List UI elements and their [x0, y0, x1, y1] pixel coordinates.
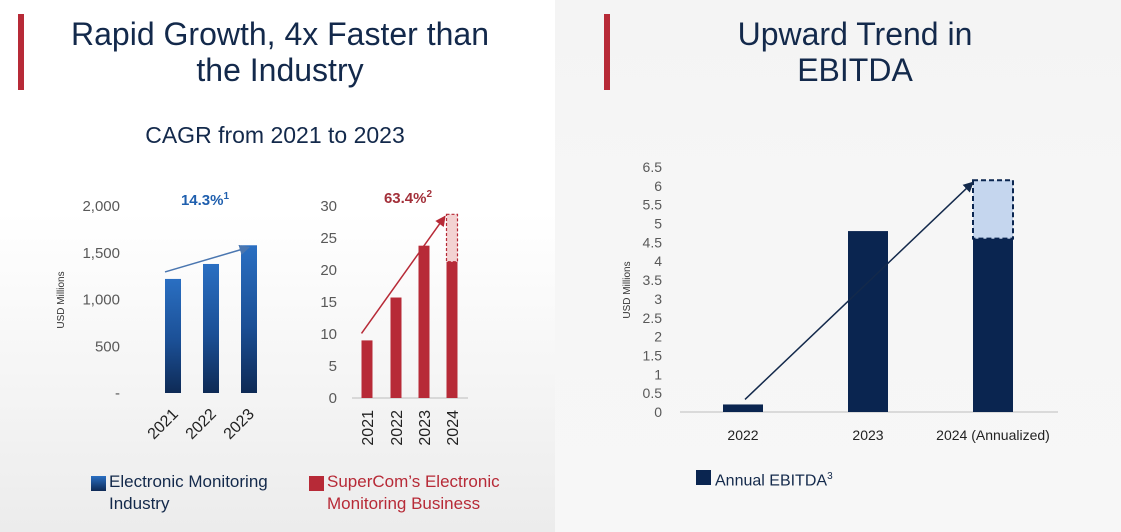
ebitda-y-tick-11: 5.5: [643, 197, 663, 213]
supercom-x-tick-3: 2024: [445, 410, 462, 446]
ebitda-bar-2023: [848, 231, 888, 412]
industry-bar-2023: [241, 245, 257, 393]
supercom-bar-2021: [361, 340, 373, 398]
supercom-y-tick-3: 15: [320, 294, 337, 311]
left-title-line1: Rapid Growth, 4x Faster than: [71, 16, 489, 52]
industry-y-tick-1: 500: [95, 338, 120, 355]
left-title-line2: the Industry: [196, 52, 364, 88]
supercom-y-tick-1: 5: [329, 358, 337, 375]
ebitda-x-tick-1: 2023: [852, 427, 883, 443]
ebitda-y-tick-4: 2: [654, 329, 662, 345]
industry-bar-2021: [165, 278, 181, 393]
industry-x-ticks: 2021 2022 2023: [145, 406, 258, 443]
industry-y-axis-label: USD Millions: [56, 271, 67, 328]
supercom-projected-bar-2024: [445, 213, 459, 263]
supercom-y-tick-0: 0: [329, 390, 337, 407]
ebitda-projected-bar-2024: [972, 179, 1014, 240]
supercom-legend-line1: SuperCom’s Electronic: [327, 472, 500, 491]
ebitda-y-ticks: 0 0.5 1 1.5 2 2.5 3 3.5 4 4.5 5 5.5 6 6.5: [643, 159, 663, 420]
industry-legend-line1: Electronic Monitoring: [109, 472, 268, 491]
supercom-bar-2024: [446, 261, 458, 398]
left-accent-bar: [18, 14, 24, 90]
supercom-bars: [361, 213, 459, 398]
right-accent-bar: [604, 14, 610, 90]
supercom-bar-2022: [390, 297, 402, 398]
supercom-x-tick-0: 2021: [360, 410, 377, 446]
ebitda-y-tick-12: 6: [654, 178, 662, 194]
supercom-y-tick-6: 30: [320, 198, 337, 215]
ebitda-y-tick-0: 0: [654, 404, 662, 420]
industry-bars: [165, 245, 257, 393]
ebitda-trend-arrow: [744, 181, 974, 401]
left-panel: [0, 0, 555, 532]
ebitda-y-axis-label: USD Millions: [622, 261, 633, 318]
right-title-line2: EBITDA: [797, 52, 913, 88]
ebitda-y-tick-2: 1: [654, 366, 662, 382]
industry-x-tick-0: 2021: [145, 406, 182, 443]
supercom-y-tick-5: 25: [320, 230, 337, 247]
ebitda-y-tick-10: 5: [654, 216, 662, 232]
supercom-y-tick-2: 10: [320, 326, 337, 343]
ebitda-y-tick-1: 0.5: [643, 385, 663, 401]
supercom-chart: 63.4%2 0 5 10 15 20 25 30 2021 2022 2023 2024: [320, 189, 468, 446]
supercom-trend-arrow: [360, 215, 446, 334]
supercom-legend: SuperCom’s Electronic Monitoring Busines…: [327, 471, 500, 515]
ebitda-legend-sup: 3: [827, 471, 833, 482]
left-subtitle: CAGR from 2021 to 2023: [145, 122, 405, 148]
supercom-legend-line2: Monitoring Business: [327, 494, 481, 513]
supercom-x-tick-1: 2022: [389, 410, 406, 446]
industry-cagr-label: 14.3%1: [181, 191, 230, 209]
industry-y-tick-2: 1,000: [82, 292, 120, 309]
ebitda-y-tick-7: 3.5: [643, 272, 663, 288]
ebitda-x-tick-0: 2022: [727, 427, 758, 443]
industry-legend-line2: Industry: [109, 494, 170, 513]
supercom-bar-2023: [418, 245, 430, 398]
ebitda-legend: Annual EBITDA3: [715, 466, 833, 492]
industry-trend-arrow: [164, 244, 251, 273]
supercom-x-tick-2: 2023: [417, 410, 434, 446]
ebitda-y-tick-5: 2.5: [643, 310, 663, 326]
supercom-cagr-label: 63.4%2: [384, 189, 433, 207]
ebitda-y-tick-9: 4.5: [643, 234, 663, 250]
ebitda-legend-swatch: [696, 470, 711, 485]
industry-chart: 14.3%1 USD Millions -5001,0001,5002,000 …: [56, 191, 258, 443]
industry-legend: Electronic Monitoring Industry: [109, 471, 268, 515]
industry-x-tick-1: 2022: [183, 406, 220, 443]
left-title: Rapid Growth, 4x Faster than the Industr…: [30, 16, 530, 88]
supercom-legend-swatch: [309, 476, 324, 491]
supercom-y-tick-4: 20: [320, 262, 337, 279]
industry-x-tick-2: 2023: [221, 406, 258, 443]
supercom-x-ticks: 2021 2022 2023 2024: [360, 410, 462, 446]
right-title-line1: Upward Trend in: [737, 16, 973, 52]
right-title: Upward Trend in EBITDA: [650, 16, 1060, 88]
right-panel: [555, 0, 1121, 532]
ebitda-x-tick-2: 2024 (Annualized): [936, 427, 1050, 443]
ebitda-legend-label: Annual EBITDA: [715, 472, 828, 490]
industry-y-tick-0: -: [115, 385, 120, 402]
supercom-y-ticks: 0 5 10 15 20 25 30: [320, 198, 337, 407]
industry-y-tick-3: 1,500: [82, 245, 120, 262]
ebitda-y-tick-6: 3: [654, 291, 662, 307]
ebitda-x-ticks: 2022 2023 2024 (Annualized): [727, 427, 1049, 443]
industry-y-tick-4: 2,000: [82, 198, 120, 215]
ebitda-bar-2022: [723, 404, 763, 412]
ebitda-bar-2024: [973, 238, 1013, 412]
ebitda-y-tick-13: 6.5: [643, 159, 663, 175]
ebitda-y-tick-3: 1.5: [643, 347, 663, 363]
ebitda-chart: USD Millions 0 0.5 1 1.5 2 2.5 3 3.5 4 4.5 5 5.5 6 6.…: [622, 159, 1058, 443]
industry-y-ticks: - 500 1,000 1,500 2,000: [82, 198, 120, 402]
ebitda-y-tick-8: 4: [654, 253, 662, 269]
industry-bar-2022: [203, 263, 219, 393]
ebitda-bars: [723, 179, 1014, 412]
industry-legend-swatch: [91, 476, 106, 491]
